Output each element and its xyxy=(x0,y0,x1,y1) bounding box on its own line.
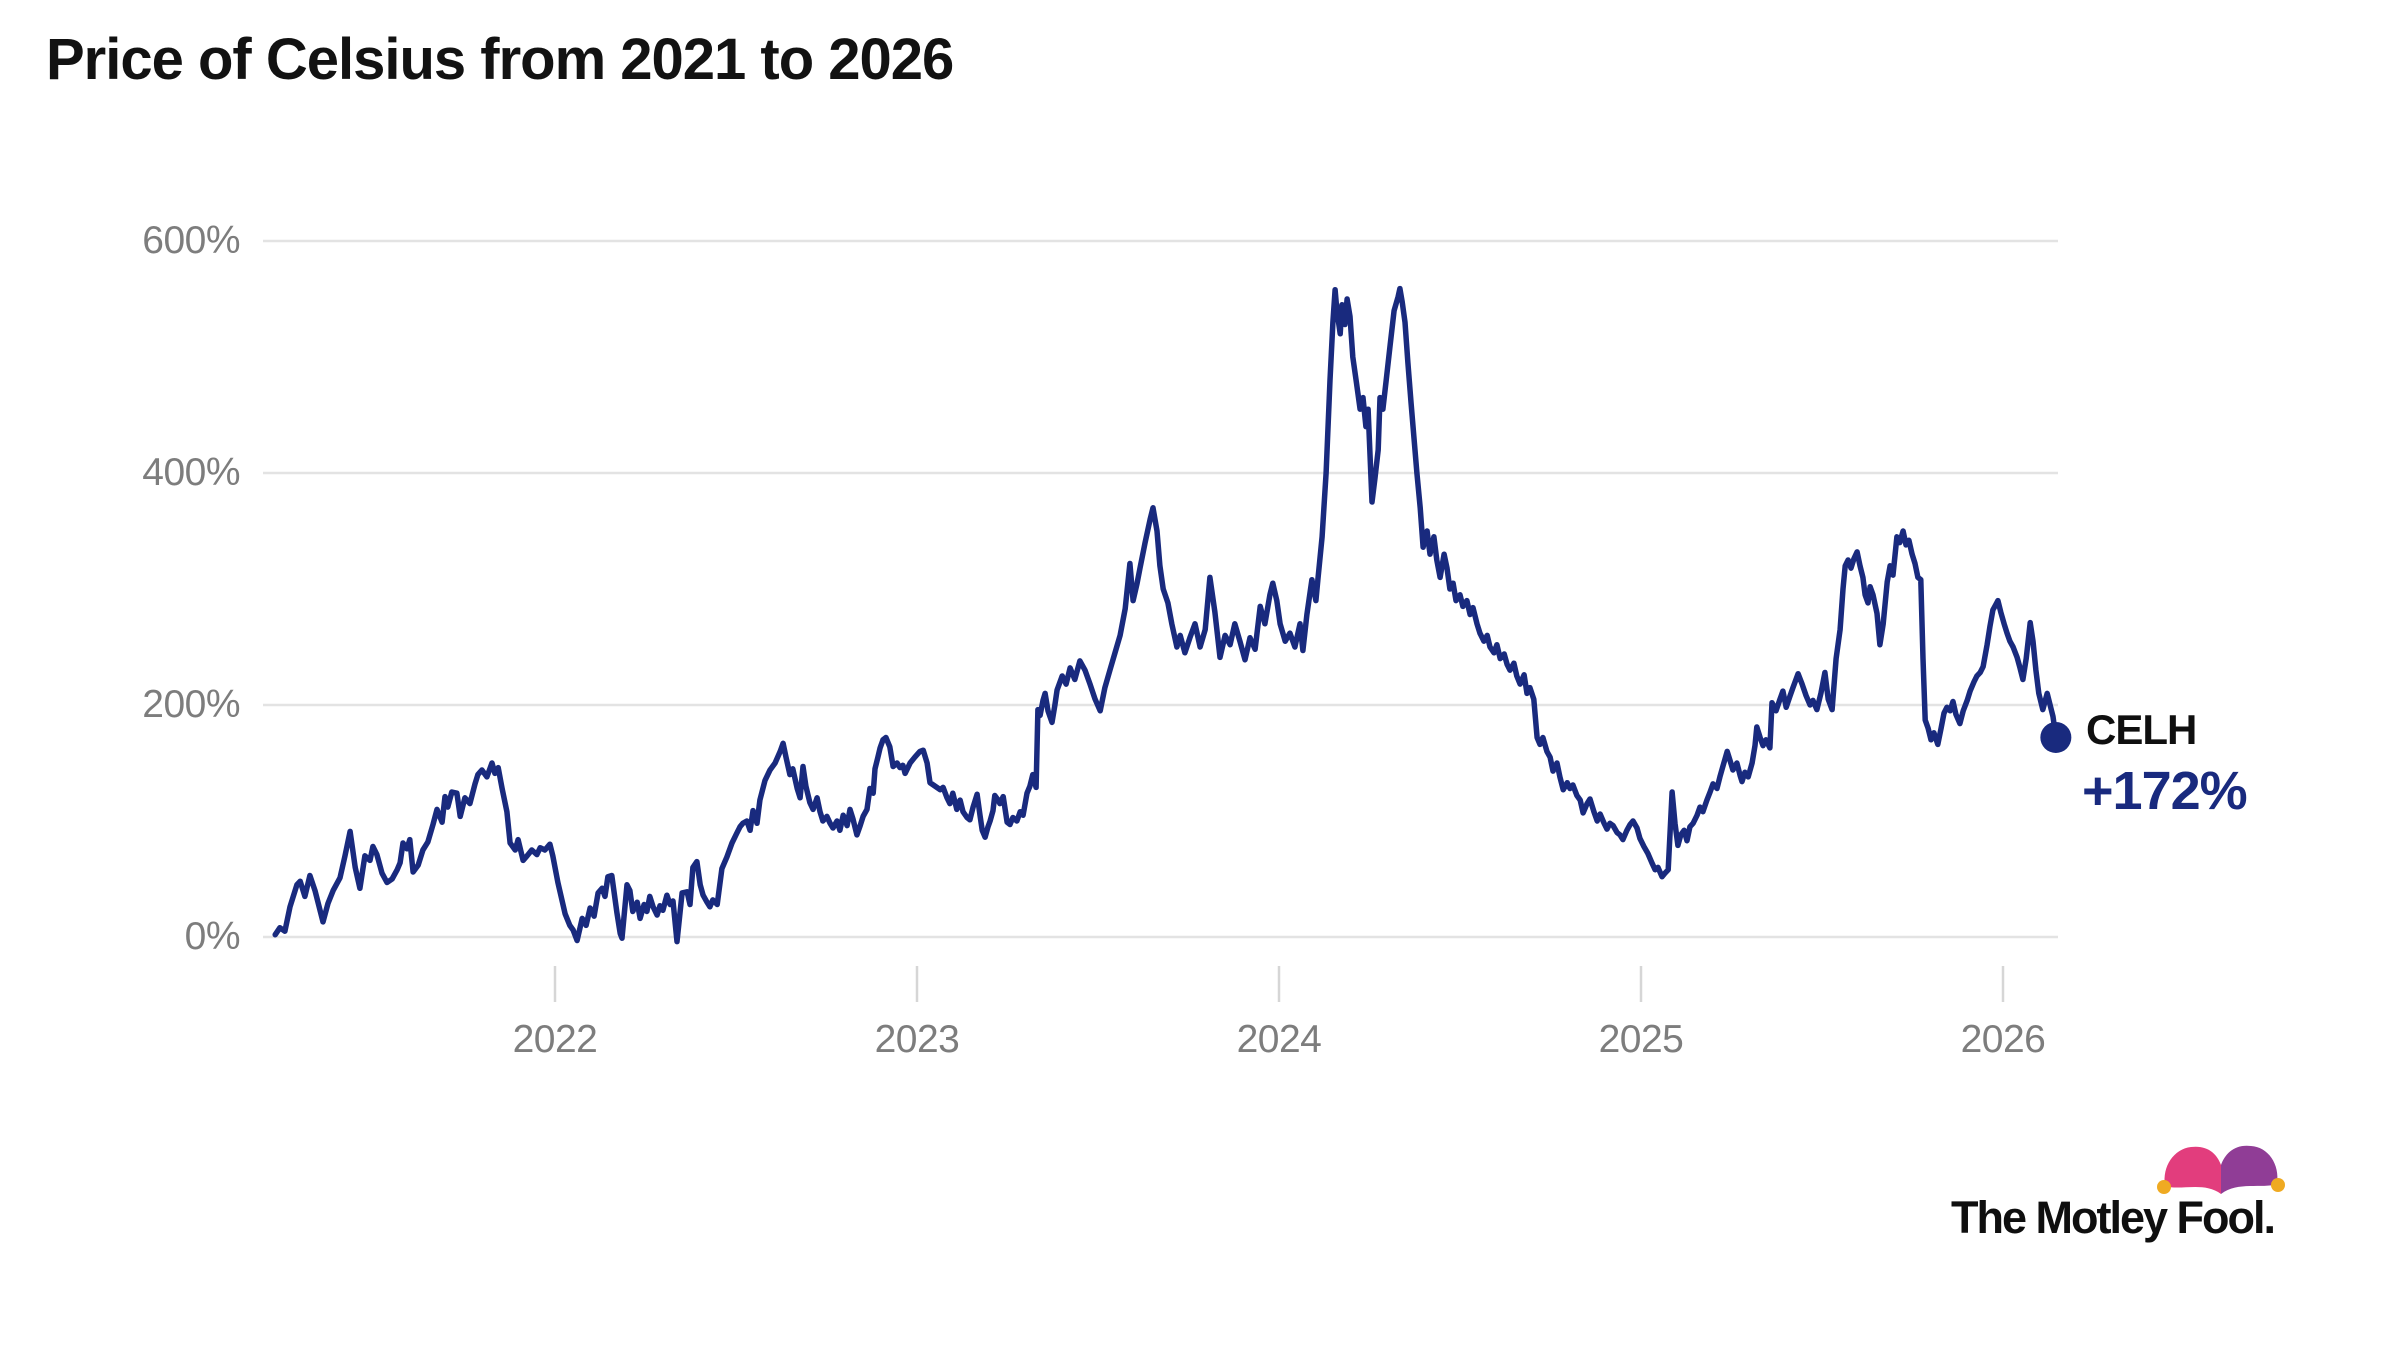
y-axis-label-200%: 200% xyxy=(142,683,240,726)
y-axis-label-400%: 400% xyxy=(142,451,240,494)
x-axis-label-2023: 2023 xyxy=(874,1018,960,1061)
y-axis-label-600%: 600% xyxy=(142,219,240,262)
motley-fool-logo-text: The Motley Fool. xyxy=(1951,1192,2276,1243)
x-axis-label-2025: 2025 xyxy=(1598,1018,1684,1061)
x-axis-label-2026: 2026 xyxy=(1960,1018,2046,1061)
x-axis-label-2022: 2022 xyxy=(512,1018,598,1061)
ticker-label: CELH xyxy=(2086,706,2197,753)
x-axis-label-2024: 2024 xyxy=(1236,1018,1322,1061)
price-line xyxy=(272,285,2059,945)
chart-title: Price of Celsius from 2021 to 2026 xyxy=(46,27,954,92)
y-axis-label-0%: 0% xyxy=(184,915,241,958)
jester-hat-icon xyxy=(2157,1145,2285,1194)
end-point-dot xyxy=(2040,721,2072,753)
return-value-label: +172% xyxy=(2082,761,2248,821)
